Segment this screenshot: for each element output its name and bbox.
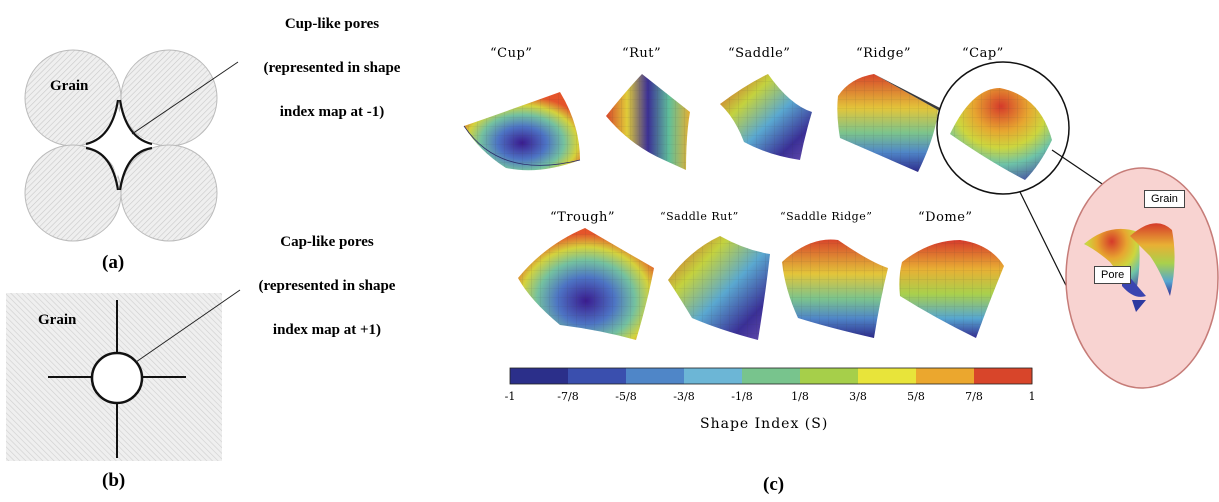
colorbar-segment [568, 368, 627, 384]
colorbar-segment [858, 368, 917, 384]
inset-grain-label: Grain [1144, 190, 1185, 208]
colorbar-segment [974, 368, 1033, 384]
annotation-line: Cup-like pores [284, 16, 380, 32]
surface-saddle-ridge [782, 239, 888, 338]
cap-pores-annotation: Cap-like pores (represented in shape ind… [222, 220, 432, 352]
colorbar-frame [509, 367, 1033, 385]
colorbar-tick-label: 7/8 [965, 390, 983, 403]
colorbar-segment [510, 368, 569, 384]
shape-label-saddle-ridge: “Saddle Ridge” [780, 210, 873, 223]
colorbar-segment [800, 368, 859, 384]
grain-circle [120, 144, 218, 242]
shape-label-saddle-rut: “Saddle Rut” [660, 210, 739, 223]
panel-a-label: (a) [102, 252, 125, 273]
leader-line [131, 61, 239, 135]
panel-a-diagram [24, 49, 239, 242]
leader-line [135, 289, 241, 363]
surface-cup [463, 92, 581, 171]
surface-dome [899, 240, 1004, 338]
cup-pores-annotation: Cup-like pores (represented in shape ind… [232, 2, 432, 134]
colorbar-tick-label: -1 [504, 390, 516, 403]
surface-rut [606, 74, 690, 170]
panel-b-label: (b) [102, 470, 126, 491]
colorbar-tick-label: 1/8 [791, 390, 809, 403]
shape-label-dome: “Dome” [918, 210, 973, 225]
colorbar-title: Shape Index (S) [700, 416, 829, 432]
shape-label-ridge: “Ridge” [856, 46, 912, 61]
surface-ridge [837, 74, 944, 172]
colorbar-tick-label: 3/8 [849, 390, 867, 403]
panel-b-diagram [6, 289, 241, 461]
annotation-line: index map at -1) [279, 104, 385, 120]
colorbar-segment [916, 368, 975, 384]
pore-boundary [118, 146, 153, 191]
surface-trough [518, 228, 654, 340]
colorbar-tick-label: 1 [1028, 390, 1036, 403]
surface-saddle [720, 74, 812, 160]
grain-label: Grain [50, 78, 89, 94]
shape-label-cap: “Cap” [962, 46, 1004, 61]
colorbar-tick-label: 5/8 [907, 390, 925, 403]
colorbar [509, 367, 1033, 385]
grain-label: Grain [38, 312, 77, 328]
surface-cap [936, 61, 1070, 195]
pore-circle [90, 351, 144, 405]
colorbar-segment [742, 368, 801, 384]
annotation-line: index map at +1) [272, 322, 382, 338]
annotation-line: Cap-like pores [280, 234, 374, 250]
pore-boundary [85, 146, 120, 191]
inset-pore-label: Pore [1094, 266, 1132, 284]
shape-label-rut: “Rut” [622, 46, 662, 61]
annotation-line: (represented in shape [258, 278, 396, 294]
shape-label-cup: “Cup” [490, 46, 533, 61]
colorbar-tick-label: -3/8 [673, 390, 695, 403]
colorbar-tick-label: -5/8 [615, 390, 637, 403]
colorbar-tick-label: -7/8 [557, 390, 579, 403]
colorbar-segment [684, 368, 743, 384]
shape-label-saddle: “Saddle” [728, 46, 791, 61]
panel-c-surfaces [463, 61, 1219, 389]
pore-boundary [85, 99, 120, 146]
surface-saddle-rut [668, 236, 770, 340]
colorbar-tick-label: -1/8 [731, 390, 753, 403]
colorbar-segment [626, 368, 685, 384]
panel-c-label: (c) [763, 474, 785, 495]
pore-boundary [118, 99, 153, 146]
annotation-line: (represented in shape [263, 60, 401, 76]
shape-label-trough: “Trough” [550, 210, 616, 225]
